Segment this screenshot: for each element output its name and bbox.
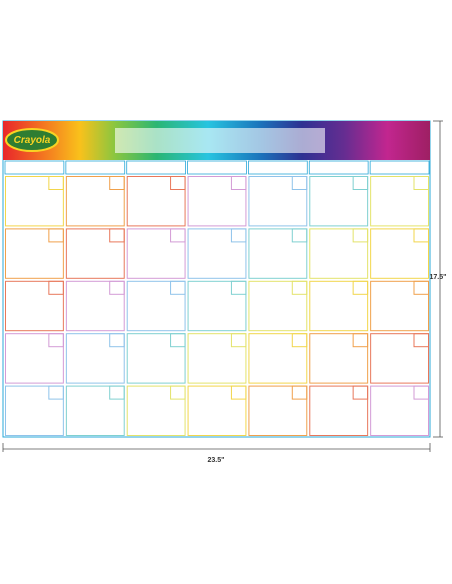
day-cell (187, 333, 247, 384)
weekday-cell (126, 160, 186, 175)
day-cell (370, 280, 429, 332)
date-box (109, 228, 125, 243)
date-box (413, 176, 429, 190)
day-cell (65, 228, 125, 279)
weekday-cell (369, 160, 430, 175)
date-box (291, 176, 308, 190)
calendar-frame (2, 120, 431, 438)
weekday-cell (187, 160, 247, 175)
day-cell (309, 280, 369, 332)
date-box (291, 385, 308, 400)
weekday-cell (65, 160, 126, 175)
date-box (109, 280, 125, 295)
date-box (230, 280, 247, 295)
day-cell (65, 176, 125, 227)
day-cell (309, 385, 369, 437)
date-box (170, 333, 186, 348)
date-box (48, 333, 64, 348)
date-box (352, 176, 369, 190)
date-box (413, 280, 429, 295)
day-cell (187, 228, 247, 279)
date-box (413, 228, 429, 243)
day-cell (248, 280, 308, 332)
date-box (109, 333, 125, 348)
day-cell (5, 176, 64, 227)
day-cell (5, 333, 64, 384)
day-cell (65, 333, 125, 384)
day-cell (65, 385, 125, 437)
day-cell (126, 333, 186, 384)
date-box (170, 385, 186, 400)
day-cell (187, 176, 247, 227)
day-cell (126, 228, 186, 279)
date-box (352, 228, 369, 243)
day-cell (248, 385, 308, 437)
day-cell (5, 385, 64, 437)
date-box (230, 333, 247, 348)
date-box (230, 385, 247, 400)
weekday-cell (308, 160, 369, 175)
date-box (352, 385, 369, 400)
weekday-cell (248, 160, 308, 175)
date-box (48, 385, 64, 400)
date-box (230, 176, 247, 190)
date-box (352, 280, 369, 295)
day-cell (370, 333, 429, 384)
day-cell (370, 176, 429, 227)
day-cell (126, 176, 186, 227)
day-cell (5, 228, 64, 279)
date-box (48, 228, 64, 243)
logo-text: Crayola (14, 135, 51, 146)
date-box (230, 228, 247, 243)
day-cell (309, 228, 369, 279)
day-cell (248, 228, 308, 279)
day-cell (370, 228, 429, 279)
date-box (48, 176, 64, 190)
logo-badge (5, 128, 59, 152)
date-box (352, 333, 369, 348)
date-box (291, 228, 308, 243)
title-area (115, 128, 325, 153)
day-cell (187, 385, 247, 437)
day-cell (126, 385, 186, 437)
date-box (291, 280, 308, 295)
day-cell (248, 333, 308, 384)
day-cell (187, 280, 247, 332)
date-box (48, 280, 64, 295)
day-cell (126, 280, 186, 332)
day-cell (65, 280, 125, 332)
date-box (413, 385, 429, 400)
date-box (170, 176, 186, 190)
day-cell (5, 280, 64, 332)
day-cell (309, 176, 369, 227)
date-box (291, 333, 308, 348)
day-cell (309, 333, 369, 384)
date-box (170, 228, 186, 243)
weekday-cell (4, 160, 65, 175)
width-label: 23.5" (208, 457, 225, 464)
day-cell (248, 176, 308, 227)
date-box (109, 176, 125, 190)
date-box (109, 385, 125, 400)
date-box (170, 280, 186, 295)
height-label: 17.5" (430, 274, 447, 281)
date-box (413, 333, 429, 348)
day-cell (370, 385, 429, 437)
